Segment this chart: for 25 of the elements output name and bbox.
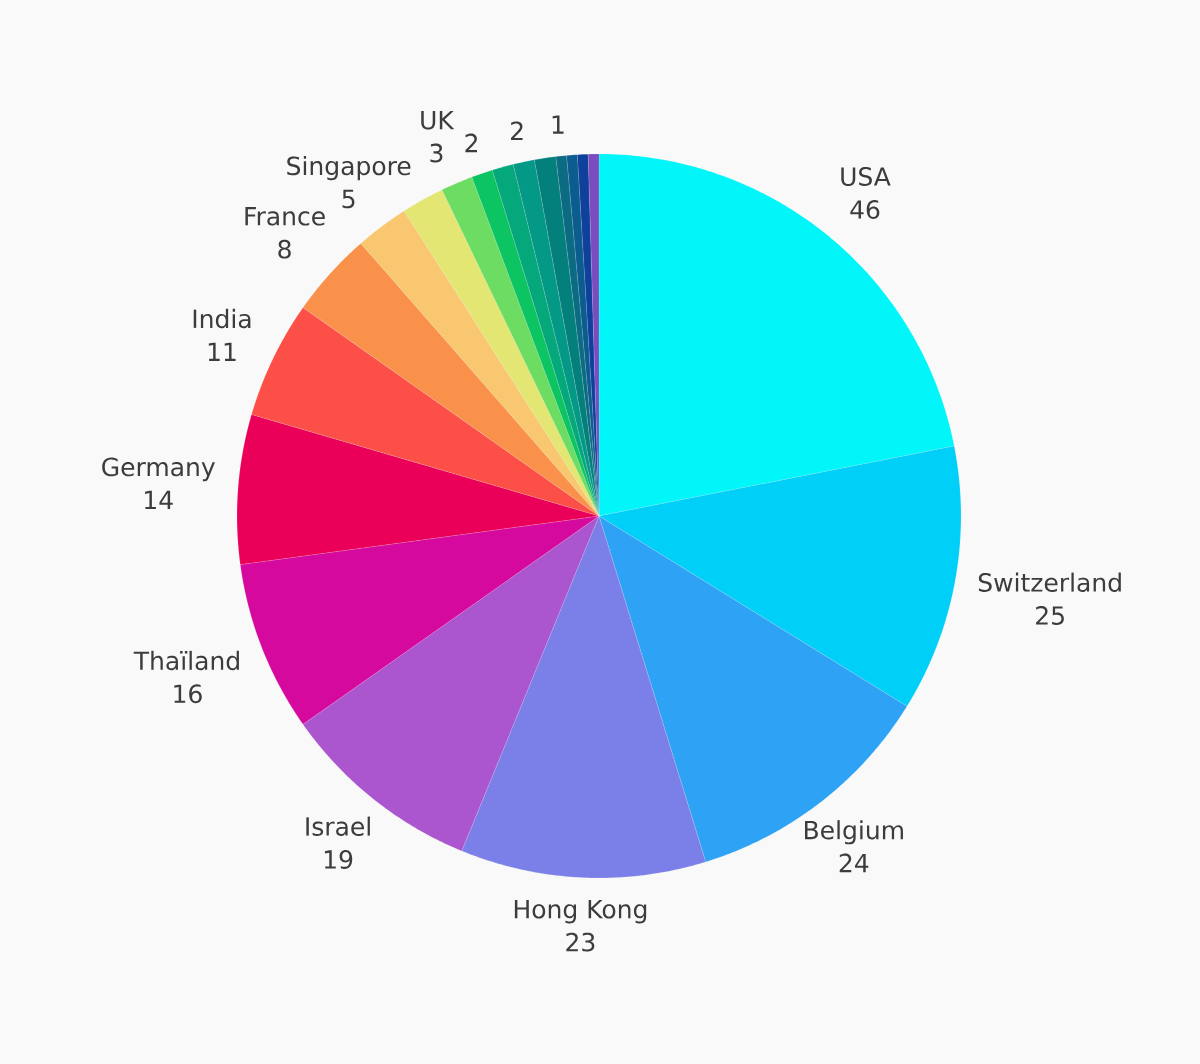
slice-label: Switzerland: [978, 572, 1121, 592]
data-label: 8: [278, 239, 291, 259]
slice-label: Israel: [306, 816, 370, 836]
data-label: 5: [342, 189, 355, 209]
data-label: 11: [208, 342, 236, 361]
data-label: 19: [324, 850, 353, 869]
data-label: 3: [430, 143, 443, 163]
data-label: 25: [1036, 606, 1064, 625]
slice-label: USA: [841, 167, 891, 186]
data-label: 2: [510, 121, 523, 140]
slice-label: India: [193, 308, 251, 329]
data-label: 23: [566, 932, 595, 952]
data-label: 16: [174, 684, 202, 704]
slice-label: Belgium: [805, 820, 903, 845]
data-label: 46: [850, 200, 880, 219]
slice-label: Germany: [102, 457, 215, 482]
slice-label: France: [245, 207, 325, 226]
data-label: 14: [145, 490, 173, 510]
slice-label: Hong Kong: [514, 900, 647, 924]
data-label: 2: [465, 133, 478, 153]
slice-label: UK: [421, 110, 455, 130]
slice-label: Thaïland: [133, 650, 239, 671]
slice-label: Singapore: [287, 155, 411, 181]
data-label: 24: [839, 853, 869, 873]
data-label: 1: [552, 115, 564, 134]
